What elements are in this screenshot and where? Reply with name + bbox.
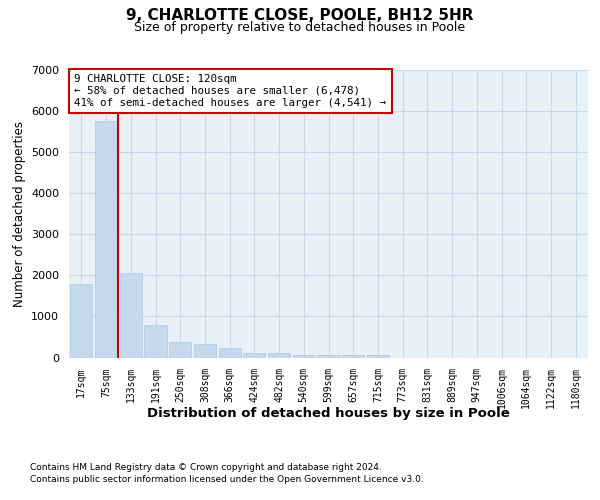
Text: 9, CHARLOTTE CLOSE, POOLE, BH12 5HR: 9, CHARLOTTE CLOSE, POOLE, BH12 5HR (126, 8, 474, 22)
Bar (70, 284, 92, 358)
Text: Size of property relative to detached houses in Poole: Size of property relative to detached ho… (134, 21, 466, 34)
Text: 9 CHARLOTTE CLOSE: 120sqm
← 58% of detached houses are smaller (6,478)
41% of se: 9 CHARLOTTE CLOSE: 120sqm ← 58% of detac… (74, 74, 386, 108)
Bar (243, 353, 265, 358)
Bar (169, 342, 191, 357)
Bar (293, 355, 315, 358)
Bar (194, 344, 216, 358)
Bar (95, 122, 117, 358)
Bar (218, 348, 241, 358)
Bar (342, 355, 364, 358)
Bar (268, 353, 290, 358)
Bar (317, 355, 340, 358)
Text: Contains public sector information licensed under the Open Government Licence v3: Contains public sector information licen… (30, 475, 424, 484)
Bar (145, 324, 167, 358)
Bar (119, 274, 142, 357)
Y-axis label: Number of detached properties: Number of detached properties (13, 120, 26, 306)
Text: Contains HM Land Registry data © Crown copyright and database right 2024.: Contains HM Land Registry data © Crown c… (30, 462, 382, 471)
Text: Distribution of detached houses by size in Poole: Distribution of detached houses by size … (148, 408, 510, 420)
Bar (367, 355, 389, 358)
